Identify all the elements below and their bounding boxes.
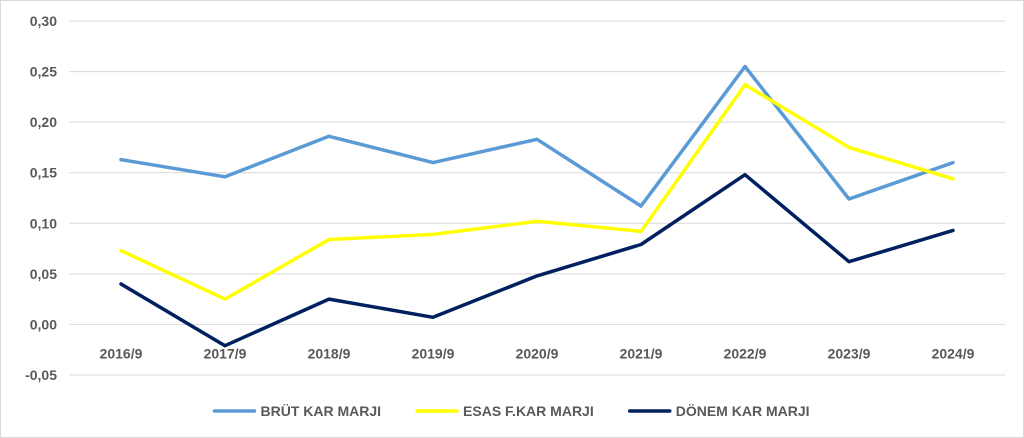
x-tick-label: 2023/9	[828, 345, 871, 361]
x-tick-label: 2022/9	[724, 345, 767, 361]
x-tick-label: 2024/9	[932, 345, 975, 361]
x-axis-tick-labels: 2016/9 2017/9 2018/9 2019/9 2020/9 2021/9 2022…	[100, 345, 975, 361]
y-tick-label: 0,30	[30, 13, 57, 29]
x-tick-label: 2020/9	[516, 345, 559, 361]
y-tick-label: 0,25	[30, 64, 57, 80]
x-tick-label: 2021/9	[620, 345, 663, 361]
y-axis-tick-labels: 0,30 0,25 0,20 0,15 0,10 0,05 0,00 -0,05	[25, 13, 57, 383]
legend: BRÜT KAR MARJI ESAS F.KAR MARJI DÖNEM KAR …	[212, 403, 810, 419]
y-tick-label: 0,10	[30, 215, 57, 231]
x-tick-label: 2019/9	[412, 345, 455, 361]
y-tick-label: 0,20	[30, 114, 57, 130]
series-line-1	[119, 64, 955, 208]
x-tick-label: 2017/9	[204, 345, 247, 361]
legend-label: BRÜT KAR MARJI	[260, 403, 381, 419]
series-lines	[119, 64, 955, 348]
y-tick-label: 0,05	[30, 266, 57, 282]
legend-label: DÖNEM KAR MARJI	[676, 403, 810, 419]
y-tick-label: 0,15	[30, 165, 57, 181]
legend-label: ESAS F.KAR MARJI	[463, 403, 594, 419]
series-line-3	[119, 172, 955, 348]
x-tick-label: 2018/9	[308, 345, 351, 361]
y-tick-label: 0,00	[30, 316, 57, 332]
gridlines	[69, 20, 1005, 376]
x-tick-label: 2016/9	[100, 345, 143, 361]
series-line-2	[119, 82, 955, 301]
y-tick-label: -0,05	[25, 367, 57, 383]
